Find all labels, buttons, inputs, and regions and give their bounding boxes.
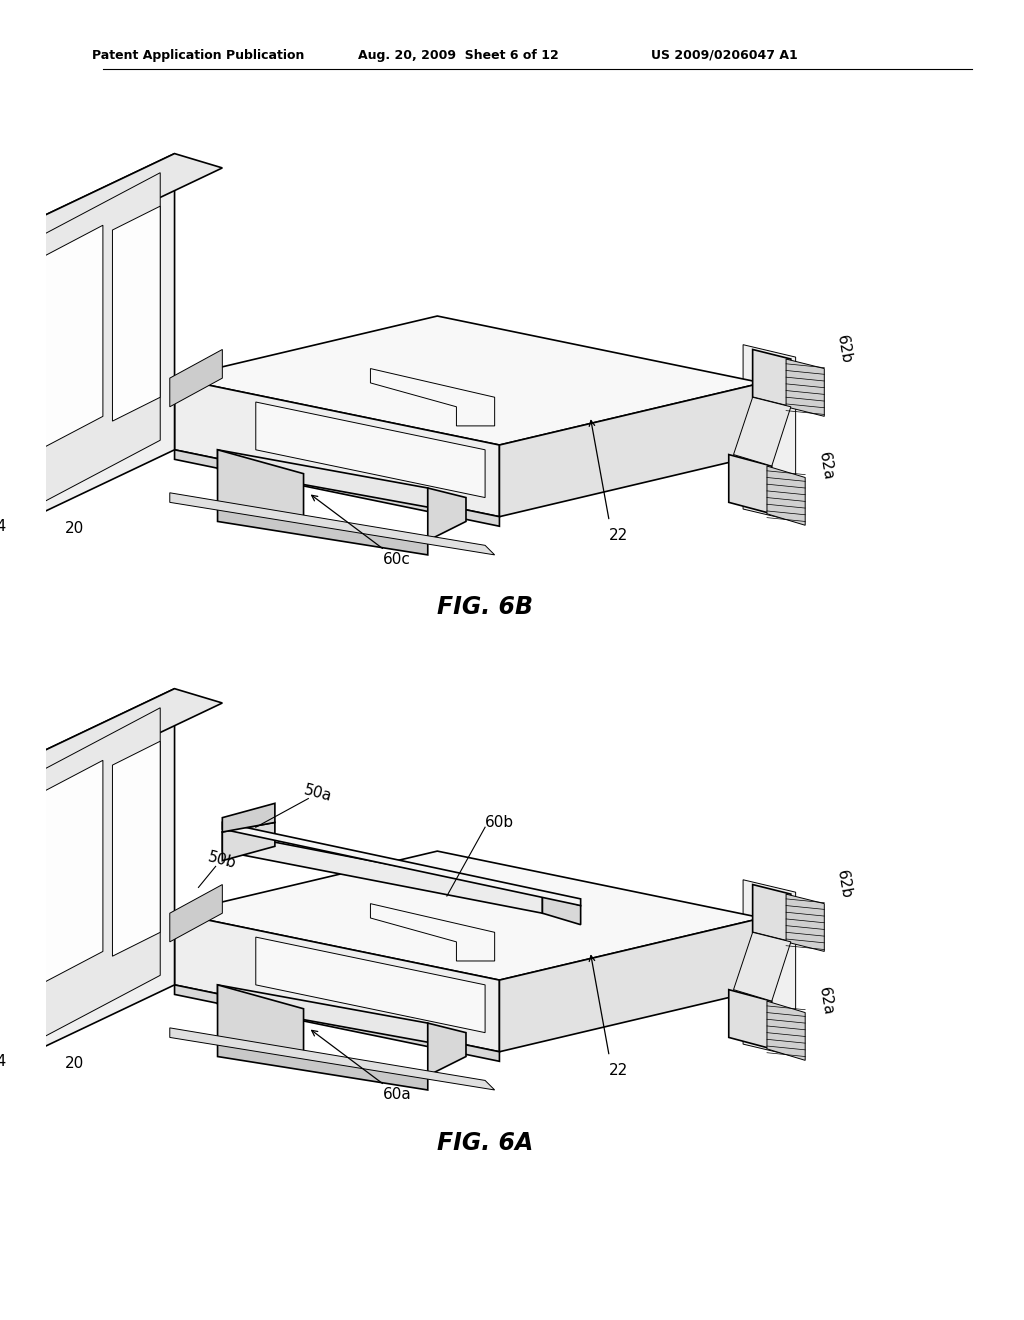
- Polygon shape: [767, 466, 805, 525]
- Polygon shape: [222, 822, 581, 906]
- Polygon shape: [743, 345, 796, 521]
- Text: 50a: 50a: [302, 783, 334, 805]
- Text: 20: 20: [65, 1056, 84, 1071]
- Polygon shape: [174, 378, 500, 516]
- Polygon shape: [12, 760, 102, 999]
- Text: US 2009/0206047 A1: US 2009/0206047 A1: [650, 49, 798, 62]
- Polygon shape: [217, 1043, 428, 1090]
- Polygon shape: [217, 985, 428, 1043]
- Polygon shape: [174, 913, 500, 1052]
- Polygon shape: [767, 1001, 805, 1060]
- Text: FIG. 6A: FIG. 6A: [437, 1130, 534, 1155]
- Polygon shape: [786, 359, 824, 416]
- Polygon shape: [174, 851, 762, 979]
- Text: 60b: 60b: [485, 814, 514, 830]
- Polygon shape: [174, 315, 762, 445]
- Text: 62a: 62a: [816, 986, 836, 1016]
- Polygon shape: [0, 689, 222, 793]
- Text: 62b: 62b: [834, 869, 853, 900]
- Text: 24: 24: [0, 519, 7, 533]
- Polygon shape: [500, 383, 762, 516]
- Polygon shape: [0, 153, 174, 541]
- Polygon shape: [256, 937, 485, 1032]
- Polygon shape: [113, 206, 160, 421]
- Polygon shape: [217, 507, 428, 554]
- Polygon shape: [217, 985, 303, 1061]
- Polygon shape: [428, 1023, 466, 1076]
- Polygon shape: [786, 894, 824, 952]
- Polygon shape: [371, 368, 495, 426]
- Text: 62b: 62b: [834, 334, 853, 366]
- Polygon shape: [170, 492, 495, 554]
- Text: 22: 22: [609, 528, 629, 544]
- Polygon shape: [371, 904, 495, 961]
- Polygon shape: [222, 822, 274, 861]
- Polygon shape: [733, 397, 791, 466]
- Polygon shape: [0, 689, 174, 1076]
- Text: 62a: 62a: [816, 450, 836, 482]
- Polygon shape: [222, 832, 543, 913]
- Text: 24: 24: [0, 1053, 7, 1069]
- Polygon shape: [0, 173, 160, 527]
- Polygon shape: [543, 894, 581, 925]
- Text: 22: 22: [609, 1064, 629, 1078]
- Text: Aug. 20, 2009  Sheet 6 of 12: Aug. 20, 2009 Sheet 6 of 12: [358, 49, 559, 62]
- Polygon shape: [113, 742, 160, 956]
- Text: 60c: 60c: [383, 552, 411, 568]
- Polygon shape: [217, 450, 303, 527]
- Polygon shape: [743, 879, 796, 1056]
- Polygon shape: [256, 403, 485, 498]
- Polygon shape: [0, 244, 32, 554]
- Text: 60a: 60a: [383, 1088, 412, 1102]
- Polygon shape: [174, 985, 500, 1061]
- Polygon shape: [170, 884, 222, 942]
- Polygon shape: [428, 488, 466, 541]
- Polygon shape: [222, 804, 274, 832]
- Polygon shape: [174, 450, 500, 527]
- Polygon shape: [0, 708, 160, 1061]
- Text: FIG. 6B: FIG. 6B: [437, 595, 534, 619]
- Polygon shape: [729, 990, 772, 1049]
- Polygon shape: [217, 450, 428, 507]
- Polygon shape: [753, 350, 791, 407]
- Polygon shape: [753, 884, 791, 942]
- Polygon shape: [170, 350, 222, 407]
- Polygon shape: [12, 226, 102, 465]
- Text: 20: 20: [65, 520, 84, 536]
- Text: Patent Application Publication: Patent Application Publication: [92, 49, 304, 62]
- Polygon shape: [733, 932, 791, 1001]
- Polygon shape: [170, 1028, 495, 1090]
- Polygon shape: [0, 779, 32, 1090]
- Polygon shape: [500, 917, 762, 1052]
- Polygon shape: [729, 454, 772, 513]
- Polygon shape: [0, 153, 222, 259]
- Text: 50b: 50b: [207, 850, 239, 871]
